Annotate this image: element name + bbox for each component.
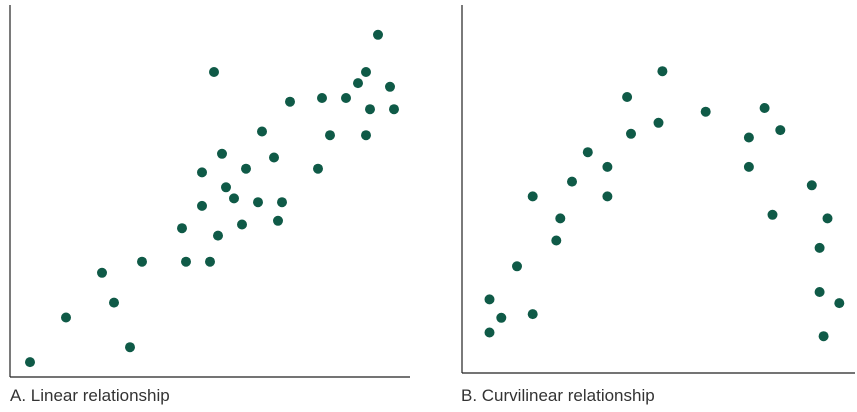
data-point	[814, 242, 825, 253]
scatter-plot-curvilinear	[461, 5, 855, 374]
data-point	[582, 147, 593, 158]
chart-caption-curvilinear: B. Curvilinear relationship	[461, 386, 655, 405]
data-point	[353, 78, 363, 89]
data-point	[806, 180, 817, 191]
data-point	[551, 235, 562, 246]
data-point	[527, 191, 538, 202]
data-point	[834, 298, 845, 309]
data-point	[197, 167, 207, 178]
data-point	[361, 67, 371, 77]
data-point	[277, 197, 287, 208]
points-group	[484, 66, 845, 342]
data-point	[653, 117, 664, 128]
data-point	[602, 161, 613, 172]
data-point	[221, 182, 231, 193]
data-point	[325, 130, 335, 141]
data-point	[229, 193, 239, 204]
data-point	[527, 309, 538, 320]
data-point	[209, 67, 219, 77]
data-point	[743, 132, 754, 143]
data-point	[361, 130, 371, 141]
data-point	[700, 106, 711, 117]
data-point	[109, 297, 119, 308]
data-point	[181, 256, 191, 267]
data-point	[257, 126, 267, 137]
data-point	[818, 331, 829, 342]
data-point	[822, 213, 833, 224]
data-point	[555, 213, 566, 224]
data-point	[25, 357, 35, 368]
data-point	[125, 342, 135, 353]
scatter-plot-linear	[9, 5, 410, 378]
data-point	[317, 93, 327, 103]
data-point	[241, 163, 251, 174]
data-point	[365, 104, 375, 115]
data-point	[657, 66, 668, 77]
chart-panel-linear	[0, 0, 420, 382]
data-point	[177, 223, 187, 234]
points-group	[25, 29, 399, 368]
data-point	[814, 287, 825, 297]
data-point	[567, 176, 577, 187]
data-point	[759, 103, 770, 113]
data-point	[767, 209, 778, 220]
data-point	[484, 294, 495, 305]
data-point	[602, 191, 613, 202]
data-point	[775, 125, 786, 136]
data-point	[273, 215, 283, 226]
data-point	[197, 200, 207, 211]
data-point	[213, 230, 223, 241]
data-point	[385, 81, 395, 92]
data-point	[496, 312, 507, 323]
data-point	[269, 152, 279, 163]
data-point	[217, 148, 227, 159]
data-point	[512, 261, 522, 272]
data-point	[61, 312, 71, 323]
data-point	[626, 128, 636, 139]
chart-caption-linear: A. Linear relationship	[10, 386, 170, 405]
data-point	[97, 267, 107, 278]
data-point	[313, 163, 323, 174]
data-point	[253, 197, 263, 208]
data-point	[285, 96, 295, 107]
data-point	[373, 29, 383, 40]
data-point	[205, 256, 215, 267]
data-point	[237, 219, 247, 230]
data-point	[622, 92, 633, 102]
data-point	[137, 256, 147, 267]
data-point	[743, 161, 754, 172]
data-point	[341, 93, 351, 103]
data-point	[389, 104, 399, 115]
data-point	[484, 327, 495, 338]
chart-panel-curvilinear	[455, 0, 857, 382]
